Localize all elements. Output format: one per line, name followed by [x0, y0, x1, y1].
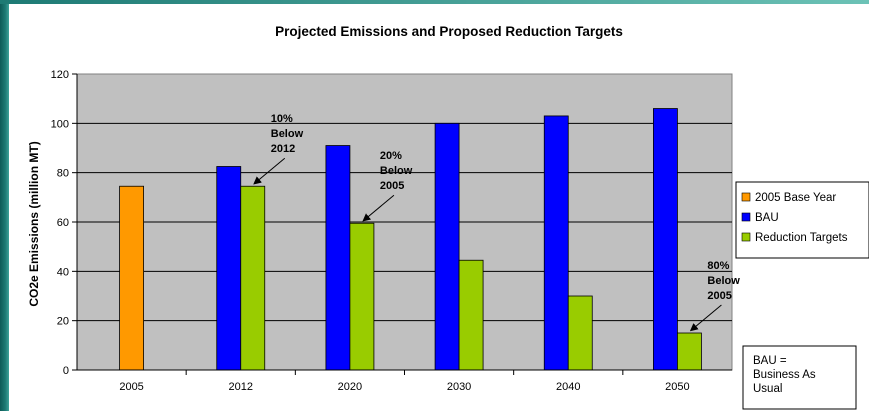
legend: 2005 Base Year BAU Reduction Targets	[735, 181, 869, 259]
x-tick-label-2030: 2030	[447, 381, 471, 393]
y-tick-label-80: 80	[57, 168, 69, 180]
y-tick-label-0: 0	[63, 365, 69, 377]
slide-frame-left	[0, 0, 9, 411]
note-line-2: Usual	[753, 383, 782, 395]
x-tick-label-2050: 2050	[665, 381, 689, 393]
annotation-2012-line-1: Below	[271, 128, 304, 140]
annotation-2020-line-1: Below	[380, 165, 413, 177]
x-tick-label-2020: 2020	[338, 381, 362, 393]
bar-bau-2040	[543, 115, 569, 371]
bar-reduction-targets-2012	[240, 185, 266, 371]
bar-reduction-targets-2020	[349, 222, 375, 371]
bau-note-box: BAU = Business As Usual	[742, 345, 857, 410]
annotation-arrow-2012	[253, 157, 286, 185]
y-tick-label-40: 40	[57, 266, 69, 278]
chart-title: Projected Emissions and Proposed Reducti…	[275, 24, 623, 39]
y-axis-label: CO2e Emissions (million MT)	[27, 141, 41, 306]
note-box-border	[742, 345, 857, 410]
x-tick-label-2012: 2012	[229, 381, 253, 393]
bar-2005-base-year-2005	[119, 185, 144, 371]
annotation-arrow-2050	[689, 304, 722, 332]
bar-bau-2030	[434, 122, 460, 371]
x-tick-label-2005: 2005	[119, 381, 143, 393]
bar-reduction-targets-2030	[458, 259, 484, 371]
annotations: 10% Below 2012 20% Below 2005 80% Below 2005	[253, 113, 740, 332]
bar-bau-2012	[216, 166, 242, 371]
bar-bau-2050	[653, 108, 678, 371]
gridlines	[77, 122, 732, 322]
chart-area: Projected Emissions and Proposed Reducti…	[9, 4, 869, 411]
annotation-2012-line-2: 2012	[271, 143, 295, 155]
annotation-2050-line-0: 80%	[707, 260, 729, 272]
note-line-0: BAU =	[753, 355, 787, 367]
y-tick-label-120: 120	[51, 69, 69, 81]
annotation-2020-line-0: 20%	[380, 150, 402, 162]
annotation-2020-line-2: 2005	[380, 180, 404, 192]
annotation-arrow-2020	[362, 194, 395, 222]
bar-reduction-targets-2050	[677, 332, 702, 371]
annotation-2050-line-2: 2005	[707, 290, 731, 302]
legend-label-reduction-targets: Reduction Targets	[755, 232, 848, 244]
note-line-1: Business As	[753, 369, 816, 381]
legend-label-2005-base-year: 2005 Base Year	[755, 192, 836, 204]
bar-reduction-targets-2040	[567, 295, 593, 371]
slide-frame-top	[0, 0, 869, 4]
bar-series	[119, 108, 702, 371]
y-tick-label-100: 100	[51, 118, 69, 130]
legend-label-bau: BAU	[755, 212, 779, 224]
bar-bau-2020	[325, 145, 351, 371]
x-tick-label-2040: 2040	[556, 381, 580, 393]
legend-box	[735, 181, 869, 259]
legend-swatch-bau	[741, 212, 751, 222]
legend-swatch-2005-base-year	[741, 192, 751, 202]
annotation-2050-line-1: Below	[707, 275, 740, 287]
legend-swatch-reduction-targets	[741, 232, 751, 242]
y-tick-label-60: 60	[57, 217, 69, 229]
annotation-2012-line-0: 10%	[271, 113, 293, 125]
emissions-chart: Projected Emissions and Proposed Reducti…	[27, 24, 869, 410]
y-tick-label-20: 20	[57, 316, 69, 328]
